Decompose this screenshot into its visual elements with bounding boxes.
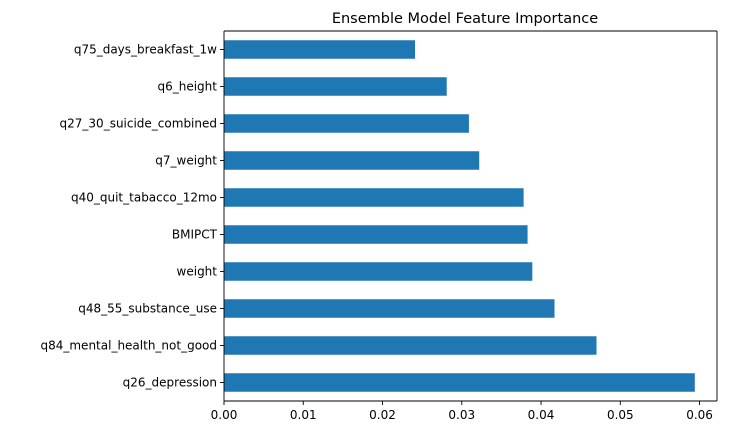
- y-tick-label: weight: [177, 265, 218, 279]
- y-tick-label: q40_quit_tabacco_12mo: [71, 191, 217, 205]
- x-tick-label: 0.04: [528, 408, 555, 422]
- y-tick-label: q26_depression: [123, 376, 217, 390]
- x-tick-label: 0.06: [686, 408, 713, 422]
- x-tick-label: 0.03: [448, 408, 475, 422]
- x-tick-label: 0.01: [290, 408, 317, 422]
- y-tick-label: q48_55_substance_use: [78, 302, 217, 316]
- bar-BMIPCT: [224, 225, 528, 244]
- bar-q6_height: [224, 77, 447, 96]
- bar-q27_30_suicide_combined: [224, 114, 469, 133]
- bar-q75_days_breakfast_1w: [224, 40, 416, 59]
- y-tick-label: q75_days_breakfast_1w: [74, 43, 217, 57]
- bar-q40_quit_tabacco_12mo: [224, 188, 524, 207]
- y-tick-label: q6_height: [157, 80, 217, 94]
- y-tick-label: q84_mental_health_not_good: [40, 339, 217, 353]
- y-tick-label: q27_30_suicide_combined: [60, 117, 217, 131]
- x-tick-label: 0.05: [607, 408, 634, 422]
- y-tick-label: q7_weight: [155, 154, 217, 168]
- bar-weight: [224, 262, 533, 281]
- bar-q26_depression: [224, 373, 695, 392]
- x-tick-label: 0.02: [369, 408, 396, 422]
- y-axis-ticks: q26_depression q84_mental_health_not_good…: [40, 43, 224, 390]
- y-tick-label: BMIPCT: [172, 228, 218, 242]
- axes-frame: [223, 30, 718, 402]
- bars-group: [224, 40, 695, 392]
- x-axis-ticks: 0.00 0.01 0.02 0.03 0.04 0.05 0.06: [211, 401, 713, 422]
- x-tick-label: 0.00: [211, 408, 238, 422]
- chart-title: Ensemble Model Feature Importance: [332, 11, 598, 27]
- bar-q48_55_substance_use: [224, 299, 555, 318]
- bar-q84_mental_health_not_good: [224, 336, 597, 355]
- bar-q7_weight: [224, 151, 480, 170]
